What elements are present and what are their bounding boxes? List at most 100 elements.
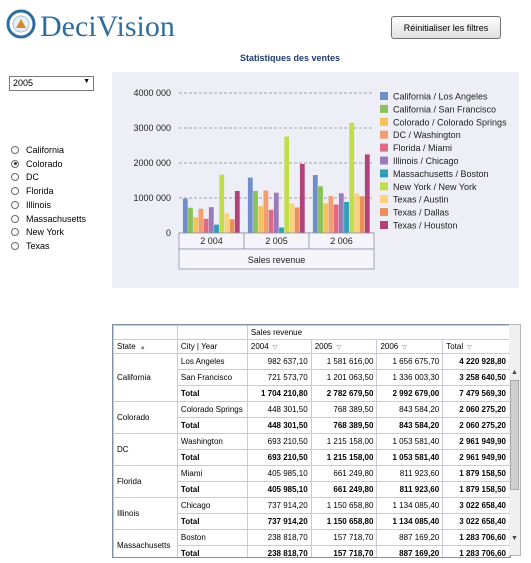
sales-chart-panel: 0 1000 000 2000 000 3000 000 4000 000 2 004 2 … bbox=[112, 72, 519, 288]
legend-swatch bbox=[380, 169, 388, 178]
radio-button[interactable] bbox=[11, 228, 19, 237]
logo-icon bbox=[6, 9, 36, 39]
bar bbox=[328, 196, 334, 233]
year-select[interactable]: 2005 ▼ bbox=[9, 76, 94, 91]
radio-button[interactable] bbox=[11, 241, 19, 250]
bar bbox=[323, 203, 329, 233]
state-cell: Florida bbox=[113, 465, 178, 498]
bar bbox=[294, 207, 300, 233]
total-label-cell: Total bbox=[176, 449, 248, 466]
state-cell: Massachusetts bbox=[113, 529, 178, 557]
column-header-2005[interactable]: 2005 ▽ bbox=[310, 339, 378, 354]
value-cell: 887 169,20 bbox=[376, 529, 444, 546]
radio-button[interactable] bbox=[11, 187, 19, 196]
bar bbox=[333, 204, 339, 233]
value-cell: 157 718,70 bbox=[310, 529, 378, 546]
city-cell: Los Angeles bbox=[176, 353, 248, 370]
state-radio-colorado[interactable]: Colorado bbox=[11, 158, 63, 170]
state-radio-illinois[interactable]: Illinois bbox=[11, 199, 51, 211]
radio-button[interactable] bbox=[11, 173, 19, 182]
row-total-cell: 1 283 706,60 bbox=[442, 529, 510, 546]
radio-label: Colorado bbox=[26, 158, 63, 169]
column-header-2004[interactable]: 2004 ▽ bbox=[246, 339, 312, 354]
bar bbox=[219, 174, 225, 233]
bar bbox=[338, 193, 344, 233]
radio-button[interactable] bbox=[11, 214, 19, 223]
value-cell: 2 992 679,00 bbox=[376, 385, 444, 402]
column-header-label: 2005 bbox=[314, 342, 333, 351]
value-cell: 661 249,80 bbox=[310, 481, 378, 498]
y-tick-label: 3000 000 bbox=[133, 123, 171, 133]
column-header-city-year[interactable]: City | Year bbox=[176, 339, 248, 354]
radio-button[interactable] bbox=[11, 146, 19, 154]
scroll-down-icon[interactable]: ▼ bbox=[511, 535, 518, 542]
row-total-cell: 7 479 569,30 bbox=[442, 385, 510, 402]
value-cell: 1 201 063,50 bbox=[310, 369, 378, 386]
bar bbox=[182, 198, 188, 233]
value-cell: 448 301,50 bbox=[246, 417, 312, 434]
value-cell: 768 389,50 bbox=[310, 417, 378, 434]
legend-swatch bbox=[380, 143, 388, 152]
value-cell: 1 053 581,40 bbox=[376, 433, 444, 450]
radio-label: DC bbox=[26, 172, 39, 183]
column-header-label: State bbox=[117, 342, 136, 351]
row-total-cell: 2 060 275,20 bbox=[442, 417, 510, 434]
value-cell: 982 637,10 bbox=[246, 353, 312, 370]
bar bbox=[193, 217, 199, 233]
legend-swatch bbox=[380, 208, 388, 217]
legend-entry: Massachusetts / Boston bbox=[393, 169, 489, 179]
radio-label: Illinois bbox=[26, 199, 52, 210]
bar bbox=[299, 163, 305, 233]
legend-swatch bbox=[380, 156, 388, 165]
state-radio-dc[interactable]: DC bbox=[11, 171, 39, 183]
page-title: Statistiques des ventes bbox=[239, 53, 341, 63]
table-row: DC Washington 693 210,50 1 215 158,00 1 053 … bbox=[113, 433, 510, 466]
radio-button[interactable] bbox=[11, 200, 19, 209]
scroll-up-icon[interactable]: ▲ bbox=[511, 369, 518, 376]
value-cell: 1 215 158,00 bbox=[310, 433, 378, 450]
bar bbox=[247, 177, 253, 233]
legend-entry: Texas / Houston bbox=[393, 221, 458, 231]
table-total-row: Total 238 818,70 157 718,70 887 169,20 1 283… bbox=[114, 545, 510, 557]
value-cell: 811 923,60 bbox=[376, 481, 444, 498]
state-radio-california[interactable]: California bbox=[11, 144, 64, 156]
bar bbox=[344, 201, 349, 233]
reset-filters-button[interactable]: Réinitialiser les filtres bbox=[391, 16, 501, 39]
table-total-row: Total 1 704 210,80 2 782 679,50 2 992 679,0… bbox=[114, 385, 510, 402]
column-header-label: City | Year bbox=[180, 342, 218, 351]
sort-ascending-icon[interactable]: ▲ bbox=[139, 345, 146, 351]
table-row: Colorado Colorado Springs 448 301,50 768 38… bbox=[113, 401, 510, 434]
value-cell: 1 581 616,00 bbox=[310, 353, 378, 370]
radio-button[interactable] bbox=[11, 159, 19, 168]
column-header-state[interactable]: State ▲ bbox=[113, 339, 178, 354]
scroll-thumb[interactable] bbox=[510, 380, 519, 490]
radio-label: Texas bbox=[26, 240, 50, 251]
value-cell: 1 215 158,00 bbox=[310, 449, 378, 466]
sort-icon[interactable]: ▽ bbox=[467, 345, 472, 351]
row-total-cell: 3 022 658,40 bbox=[442, 497, 510, 514]
bar bbox=[284, 136, 290, 233]
legend-swatch bbox=[380, 195, 388, 204]
state-radio-massachusetts[interactable]: Massachusetts bbox=[11, 213, 86, 225]
bar bbox=[273, 192, 279, 233]
total-label-cell: Total bbox=[176, 513, 248, 530]
total-label-cell: Total bbox=[176, 481, 248, 498]
legend-swatch bbox=[380, 104, 388, 113]
sort-icon[interactable]: ▽ bbox=[336, 345, 342, 351]
state-radio-texas[interactable]: Texas bbox=[11, 240, 50, 252]
city-cell: Colorado Springs bbox=[176, 401, 248, 418]
column-header-2006[interactable]: 2006 ▽ bbox=[376, 339, 444, 354]
table-scrollbar[interactable]: ▲ ▼ bbox=[509, 324, 521, 556]
state-cell: Colorado bbox=[113, 401, 178, 434]
x-tick-label: 2 005 bbox=[265, 236, 288, 246]
column-header-total[interactable]: Total ▽ bbox=[442, 339, 510, 354]
sort-icon[interactable]: ▽ bbox=[402, 345, 407, 351]
row-total-cell: 2 961 949,90 bbox=[442, 449, 510, 466]
chevron-down-icon: ▼ bbox=[83, 78, 90, 85]
bar bbox=[312, 175, 318, 233]
bar bbox=[208, 207, 214, 233]
sort-icon[interactable]: ▽ bbox=[272, 345, 278, 351]
state-radio-florida[interactable]: Florida bbox=[11, 185, 54, 197]
column-header-label: Total bbox=[446, 342, 464, 351]
state-radio-new-york[interactable]: New York bbox=[11, 226, 64, 238]
